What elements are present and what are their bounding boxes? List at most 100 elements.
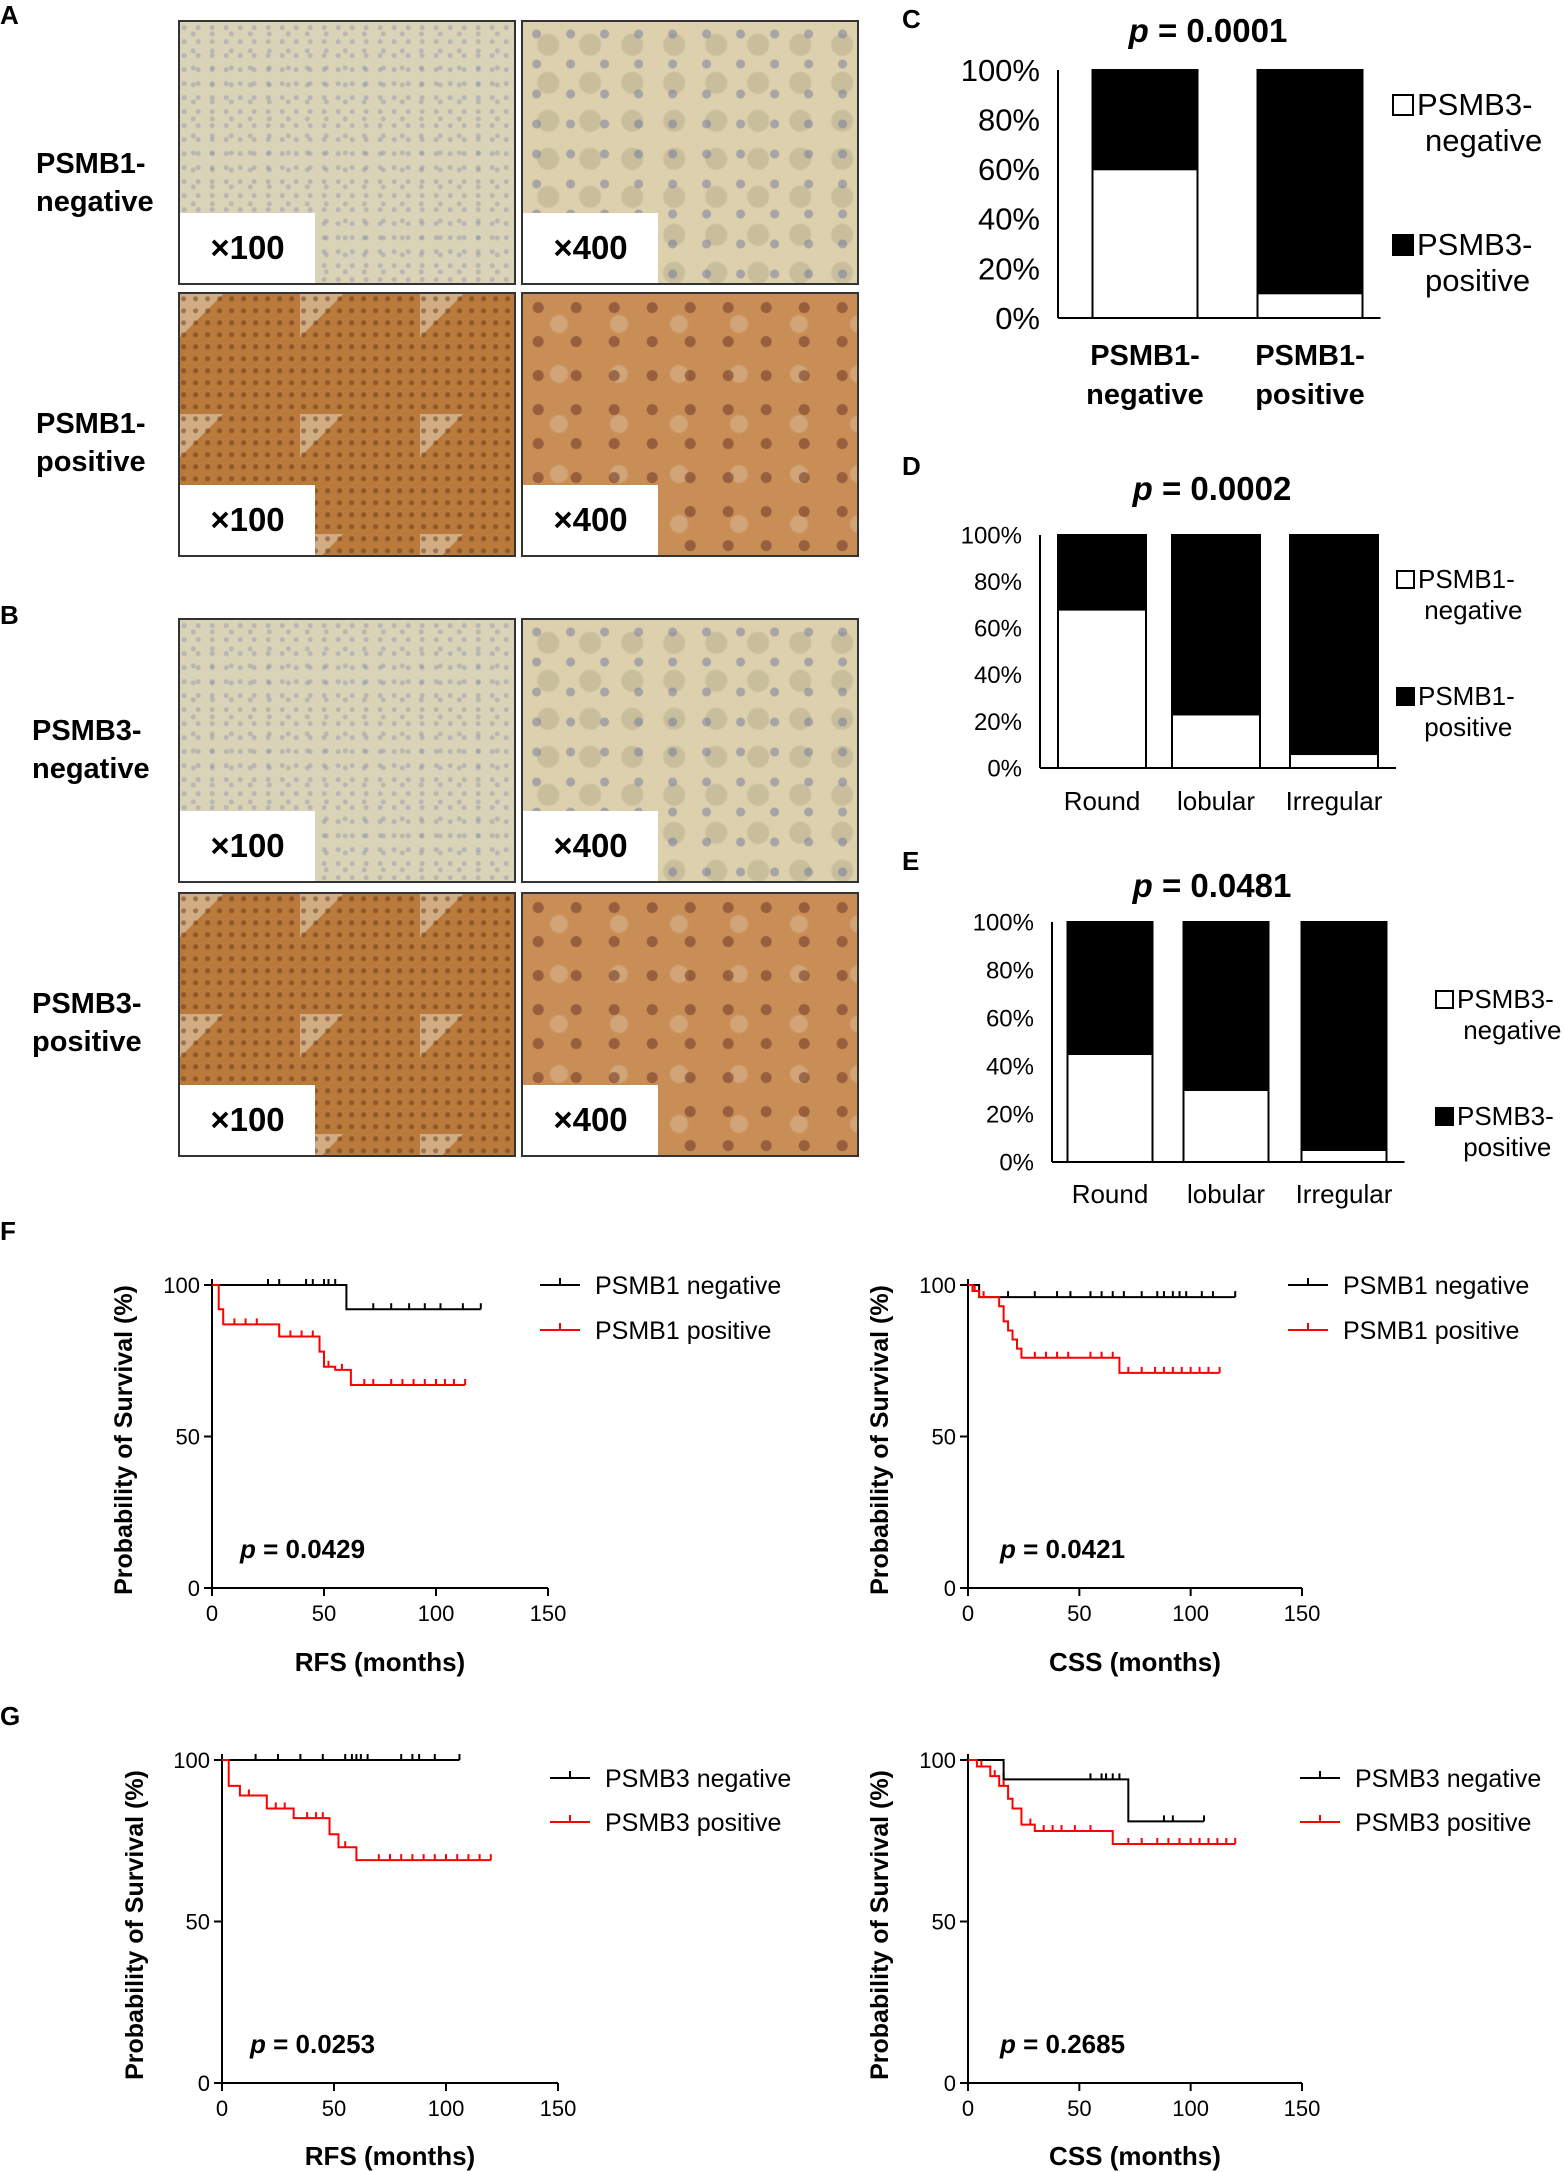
micrograph-psmb1-negative-100x: ×100 xyxy=(178,20,516,285)
bar-chart-e: E 0% 20% 40% 60% 80% 100% Round lobular Irregular… xyxy=(902,846,1562,1209)
x-tick-label: 0 xyxy=(962,2096,974,2121)
row-label-line1: PSMB1- xyxy=(36,408,146,440)
bar-negative xyxy=(1289,753,1379,770)
y-tick-label: 0% xyxy=(999,1149,1034,1176)
x-category-label: PSMB1- xyxy=(1090,340,1200,372)
x-tick-label: 150 xyxy=(530,1601,567,1626)
magnification-label: ×400 xyxy=(523,811,658,881)
p-symbol: p xyxy=(1132,470,1162,507)
p-symbol: p xyxy=(1128,12,1158,49)
legend-label: PSMB3-positive xyxy=(1417,227,1532,298)
y-tick-label: 0% xyxy=(995,301,1040,336)
p-symbol: p xyxy=(249,2029,273,2059)
micrograph-psmb1-negative-400x: ×400 xyxy=(521,20,859,285)
y-tick-label: 20% xyxy=(974,709,1022,736)
x-category-label: Irregular xyxy=(1286,786,1383,816)
x-category-label: Round xyxy=(1064,786,1141,816)
km-plot-g1: G 0 50 100 0 50 100 150 RFS (months) Probability … xyxy=(0,1701,791,2171)
legend-line: PSMB3- xyxy=(1417,227,1532,262)
row-label-psmb1-negative: PSMB1- negative xyxy=(36,145,154,221)
survival-curve-positive xyxy=(968,1759,1236,1845)
bar-negative xyxy=(1182,1089,1270,1163)
magnification-label: ×100 xyxy=(180,811,315,881)
y-axis-label: Probability of Survival (%) xyxy=(121,1770,149,2080)
legend-label: PSMB3 positive xyxy=(605,1809,781,1837)
bar-positive xyxy=(1057,534,1147,611)
x-tick-label: 0 xyxy=(962,1601,974,1626)
legend-label: PSMB3-negative xyxy=(1417,87,1542,158)
y-tick-label: 100% xyxy=(961,522,1022,549)
p-value: = 0.0001 xyxy=(1158,12,1287,49)
y-tick-label: 60% xyxy=(986,1005,1034,1032)
panel-letter-d: D xyxy=(902,451,921,481)
x-tick-label: 50 xyxy=(312,1601,336,1626)
chart-title: p = 0.0002 xyxy=(1132,470,1292,507)
km-plot-f1: F 0 50 100 0 50 100 150 RFS (months) Probability … xyxy=(0,1216,781,1677)
y-tick-label: 50 xyxy=(932,1910,956,1935)
bar-negative xyxy=(1256,292,1364,320)
y-tick-label: 20% xyxy=(986,1101,1034,1128)
legend-line: PSMB1- xyxy=(1418,564,1515,594)
x-tick-label: 100 xyxy=(1172,1601,1209,1626)
survival-curve-negative xyxy=(968,1759,1205,1823)
row-label-psmb1-positive: PSMB1- positive xyxy=(36,405,146,481)
micrograph-psmb3-negative-100x: ×100 xyxy=(178,618,516,883)
chart-title: p = 0.0481 xyxy=(1132,867,1292,904)
y-axis-label: Probability of Survival (%) xyxy=(866,1285,894,1595)
row-label-line2: negative xyxy=(32,753,150,785)
p-value: = 0.2685 xyxy=(1023,2029,1125,2059)
legend-line: PSMB3- xyxy=(1417,87,1532,122)
legend-label: PSMB1 positive xyxy=(595,1317,771,1345)
x-tick-label: 100 xyxy=(418,1601,455,1626)
bar-positive xyxy=(1091,69,1199,171)
y-tick-label: 100 xyxy=(173,1748,210,1773)
p-value-label: p = 0.2685 xyxy=(999,2029,1125,2059)
p-symbol: p xyxy=(999,2029,1023,2059)
panel-letter-b: B xyxy=(0,600,19,630)
legend-label: PSMB1 negative xyxy=(595,1272,781,1300)
y-tick-label: 40% xyxy=(974,662,1022,689)
row-label-line2: negative xyxy=(36,186,154,218)
p-symbol: p xyxy=(1132,867,1162,904)
legend-swatch xyxy=(1396,570,1415,589)
panel-letter-a: A xyxy=(0,0,19,30)
bar-negative xyxy=(1066,1053,1154,1163)
p-value: = 0.0429 xyxy=(263,1534,365,1564)
legend-label: PSMB1 positive xyxy=(1343,1317,1519,1345)
y-tick-label: 100 xyxy=(919,1273,956,1298)
legend-label: PSMB3-positive xyxy=(1457,1101,1554,1162)
x-tick-label: 50 xyxy=(322,2096,346,2121)
p-symbol: p xyxy=(999,1534,1023,1564)
magnification-label: ×400 xyxy=(523,485,658,555)
bar-positive xyxy=(1066,921,1154,1055)
p-value: = 0.0481 xyxy=(1162,867,1291,904)
micrograph-psmb3-positive-400x: ×400 xyxy=(521,892,859,1157)
legend-line: positive xyxy=(1463,1132,1551,1162)
km-plot-g2: 0 50 100 0 50 100 150 CSS (months) Probability o… xyxy=(866,1748,1541,2171)
panel-letter-g: G xyxy=(0,1701,20,1731)
legend-line: PSMB3- xyxy=(1457,1101,1554,1131)
row-label-line1: PSMB3- xyxy=(32,988,142,1020)
bar-negative xyxy=(1300,1149,1388,1163)
y-tick-label: 60% xyxy=(978,152,1040,187)
x-category-label: Irregular xyxy=(1296,1179,1393,1209)
legend-swatch xyxy=(1435,1107,1454,1126)
y-tick-label: 50 xyxy=(186,1910,210,1935)
p-value: = 0.0002 xyxy=(1162,470,1291,507)
panel-letter-f: F xyxy=(0,1216,16,1246)
p-value-label: p = 0.0429 xyxy=(239,1534,365,1564)
micrograph-psmb1-positive-400x: ×400 xyxy=(521,292,859,557)
bar-negative xyxy=(1171,713,1261,769)
row-label-line2: positive xyxy=(32,1026,142,1058)
legend-label: PSMB3 positive xyxy=(1355,1809,1531,1837)
y-axis-label: Probability of Survival (%) xyxy=(110,1285,138,1595)
survival-curve-positive xyxy=(968,1284,1220,1374)
legend-line: negative xyxy=(1425,123,1542,158)
y-tick-label: 0 xyxy=(944,2071,956,2096)
bar-chart-c: C 0% 20% 40% 60% 80% 100% PSMB1- negative PSMB1- p… xyxy=(902,4,1542,411)
p-value-label: p = 0.0253 xyxy=(249,2029,375,2059)
y-tick-label: 0 xyxy=(944,1576,956,1601)
row-label-line2: positive xyxy=(36,446,146,478)
p-value-label: p = 0.0421 xyxy=(999,1534,1125,1564)
